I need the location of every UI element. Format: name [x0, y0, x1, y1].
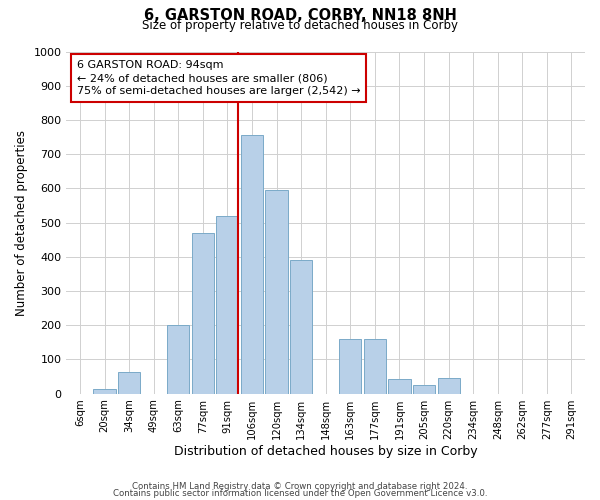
Text: Contains HM Land Registry data © Crown copyright and database right 2024.: Contains HM Land Registry data © Crown c…: [132, 482, 468, 491]
Bar: [94, 388, 116, 394]
Bar: [413, 385, 435, 394]
Bar: [437, 378, 460, 394]
Bar: [388, 380, 410, 394]
Text: Size of property relative to detached houses in Corby: Size of property relative to detached ho…: [142, 19, 458, 32]
Bar: [192, 233, 214, 394]
Bar: [265, 190, 287, 394]
Y-axis label: Number of detached properties: Number of detached properties: [15, 130, 28, 316]
Text: 6 GARSTON ROAD: 94sqm
← 24% of detached houses are smaller (806)
75% of semi-det: 6 GARSTON ROAD: 94sqm ← 24% of detached …: [77, 60, 361, 96]
Bar: [167, 326, 190, 394]
Text: 6, GARSTON ROAD, CORBY, NN18 8NH: 6, GARSTON ROAD, CORBY, NN18 8NH: [143, 8, 457, 22]
X-axis label: Distribution of detached houses by size in Corby: Distribution of detached houses by size …: [174, 444, 478, 458]
Bar: [118, 372, 140, 394]
Bar: [241, 136, 263, 394]
Text: Contains public sector information licensed under the Open Government Licence v3: Contains public sector information licen…: [113, 489, 487, 498]
Bar: [339, 339, 361, 394]
Bar: [290, 260, 312, 394]
Bar: [217, 216, 238, 394]
Bar: [364, 339, 386, 394]
